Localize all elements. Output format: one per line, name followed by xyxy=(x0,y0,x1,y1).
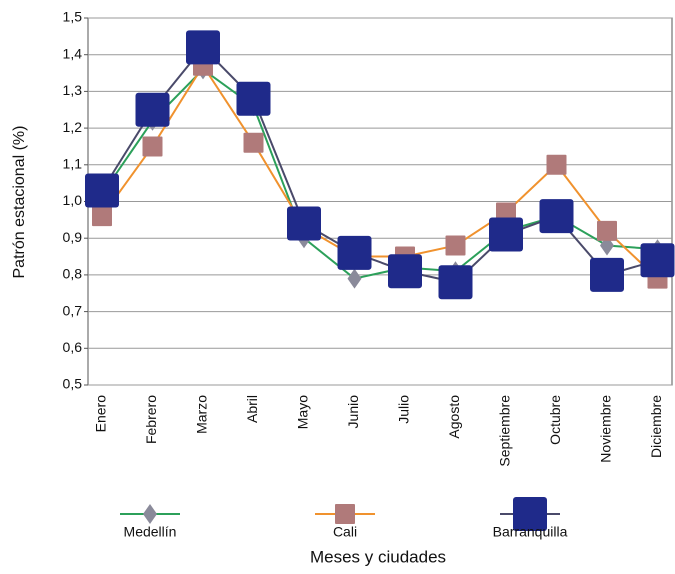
marker xyxy=(143,504,157,524)
marker xyxy=(135,92,170,127)
marker xyxy=(287,206,321,241)
marker xyxy=(335,504,355,524)
marker xyxy=(489,217,523,252)
y-tick-label: 0,5 xyxy=(63,376,83,392)
marker xyxy=(539,199,574,234)
legend-label: Medellín xyxy=(124,524,177,540)
x-tick-label: Abril xyxy=(244,395,260,423)
x-tick-label: Febrero xyxy=(143,395,159,444)
x-tick-label: Diciembre xyxy=(648,395,664,458)
x-tick-label: Mayo xyxy=(295,395,311,429)
y-tick-label: 0,6 xyxy=(63,339,83,355)
x-tick-label: Junio xyxy=(345,395,361,429)
marker xyxy=(236,81,271,116)
marker xyxy=(388,254,422,289)
y-tick-label: 1,1 xyxy=(63,156,83,172)
y-tick-label: 0,7 xyxy=(63,302,83,318)
marker xyxy=(640,243,675,278)
marker xyxy=(597,220,617,241)
x-tick-label: Agosto xyxy=(446,395,462,439)
y-tick-label: 0,8 xyxy=(63,266,83,282)
marker xyxy=(337,235,372,270)
y-tick-label: 1,4 xyxy=(63,45,83,61)
x-tick-label: Septiembre xyxy=(497,395,513,467)
x-tick-label: Julio xyxy=(396,395,412,424)
marker xyxy=(513,497,547,531)
marker xyxy=(85,173,119,208)
series-line xyxy=(101,63,659,280)
marker xyxy=(496,202,516,223)
marker xyxy=(438,265,473,300)
x-tick-label: Marzo xyxy=(194,395,210,434)
y-tick-label: 0,9 xyxy=(63,229,83,245)
marker xyxy=(546,154,567,175)
x-tick-label: Enero xyxy=(93,395,109,433)
marker xyxy=(445,235,466,256)
y-tick-label: 1,3 xyxy=(63,82,83,98)
x-tick-label: Octubre xyxy=(547,395,563,445)
series-line xyxy=(101,68,658,280)
legend-label: Barranquilla xyxy=(493,524,568,540)
x-axis-title: Meses y ciudades xyxy=(310,547,446,566)
marker xyxy=(590,257,624,292)
x-tick-label: Noviembre xyxy=(598,395,614,463)
marker xyxy=(186,30,220,65)
y-axis-title: Patrón estacional (%) xyxy=(11,126,28,279)
marker xyxy=(347,268,362,289)
marker xyxy=(243,132,264,153)
legend-label: Cali xyxy=(333,524,357,540)
y-tick-label: 1,2 xyxy=(63,119,83,135)
marker xyxy=(92,206,112,227)
y-tick-label: 1,0 xyxy=(63,192,83,208)
marker xyxy=(142,136,163,157)
y-tick-label: 1,5 xyxy=(63,9,83,25)
